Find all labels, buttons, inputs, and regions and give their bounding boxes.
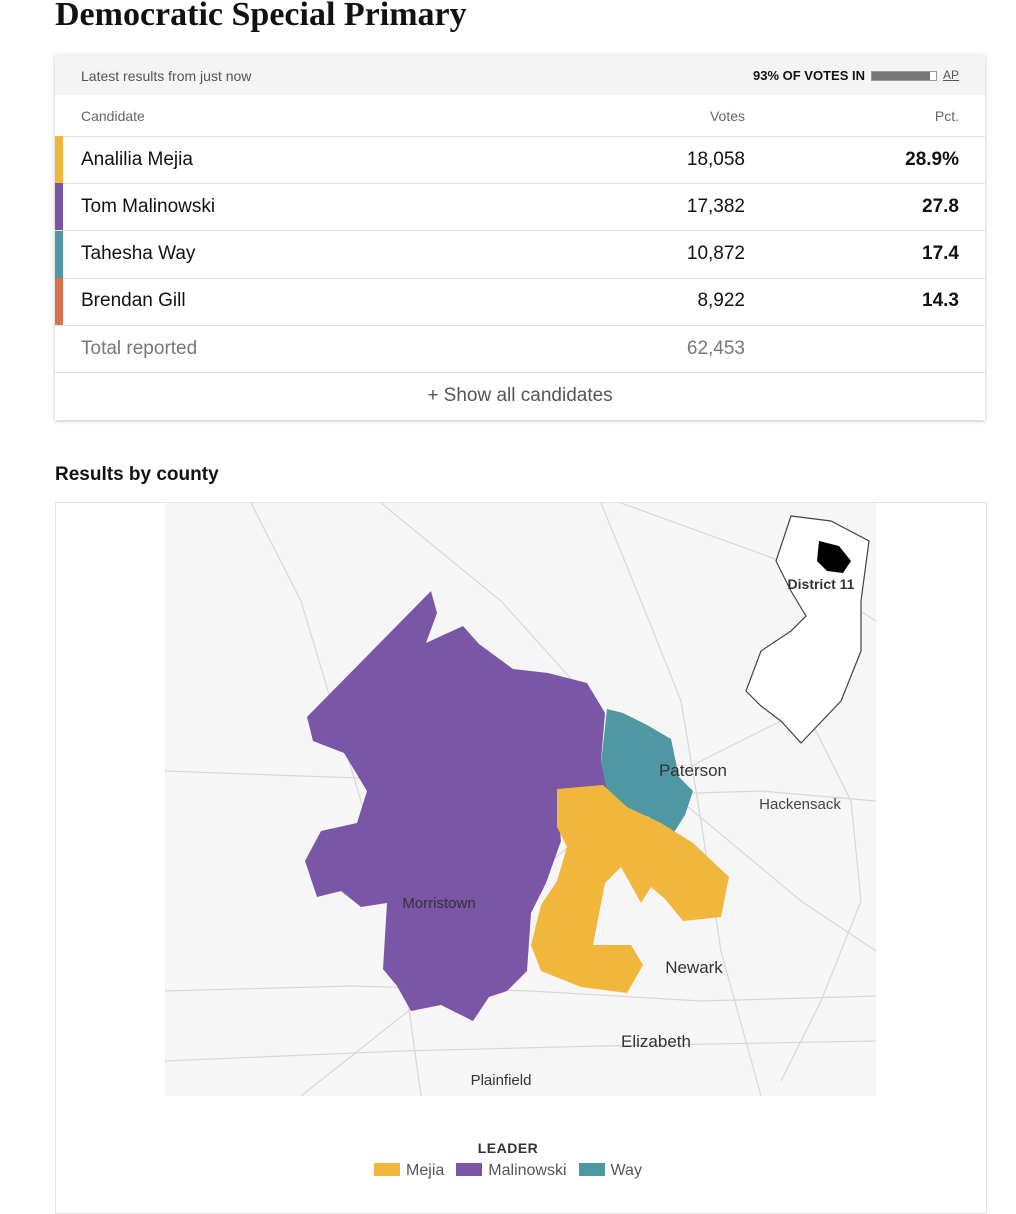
- candidate-row: Brendan Gill 8,922 14.3: [55, 277, 985, 326]
- place-label: Elizabeth: [621, 1032, 691, 1051]
- candidate-row: Analilia Mejia 18,058 28.9%: [55, 136, 985, 184]
- candidate-votes: 17,382: [686, 195, 745, 217]
- results-table: Latest results from just now 93% OF VOTE…: [55, 55, 985, 420]
- column-header: Pct.: [934, 107, 959, 124]
- legend: LEADER Mejia Malinowski Way: [0, 1140, 1016, 1180]
- candidate-swatch: [55, 183, 63, 231]
- county-malinowski: [305, 591, 611, 1021]
- candidate-pct: 28.9%: [905, 148, 959, 170]
- inset-state: [745, 515, 870, 744]
- candidate-pct: 27.8: [922, 195, 959, 217]
- legend-swatch: [456, 1163, 483, 1176]
- legend-swatch: [374, 1163, 401, 1176]
- candidate-votes: 18,058: [686, 148, 745, 170]
- legend-swatch: [578, 1163, 605, 1176]
- county-way: [601, 709, 693, 834]
- total-row: Total reported 62,453: [55, 325, 985, 373]
- header-row: Candidate Votes Pct.: [55, 95, 985, 137]
- place-label: Hackensack: [759, 796, 841, 813]
- legend-item: Mejia: [374, 1162, 444, 1180]
- inset-district: [817, 541, 851, 573]
- candidate-swatch: [55, 230, 63, 278]
- candidate-votes: 10,872: [686, 243, 745, 264]
- candidate-votes: 8,922: [697, 290, 745, 312]
- reporting-text: 93% OF VOTES IN: [753, 68, 865, 83]
- candidate-name: Tom Malinowski: [81, 195, 216, 217]
- section-heading: Results by county: [55, 464, 219, 485]
- candidate-row: Tahesha Way 10,872 17.4: [55, 230, 985, 279]
- legend-label: Mejia: [406, 1162, 445, 1179]
- total-votes: 62,453: [686, 337, 745, 359]
- column-header: Votes: [709, 107, 745, 124]
- legend-item: Malinowski: [456, 1162, 567, 1180]
- map-box: District 11 Paterson Hackensack Morristo…: [55, 502, 987, 1214]
- updated-text: Latest results from just now: [81, 68, 252, 84]
- place-label: Paterson: [659, 761, 727, 780]
- candidate-swatch: [55, 136, 63, 183]
- page-title: Democratic Special Primary: [55, 0, 467, 33]
- candidate-name: Analilia Mejia: [81, 148, 193, 170]
- legend-title: LEADER: [477, 1140, 539, 1156]
- place-label: Newark: [665, 958, 723, 977]
- legend-label: Malinowski: [488, 1162, 567, 1179]
- place-label: Morristown: [402, 895, 475, 912]
- candidate-swatch: [55, 277, 63, 325]
- reporting-bar: [871, 71, 937, 81]
- county-mejia: [531, 785, 729, 993]
- candidate-pct: 17.4: [922, 243, 959, 264]
- status-bar: Latest results from just now 93% OF VOTE…: [55, 55, 985, 95]
- show-all-button[interactable]: + Show all candidates: [427, 385, 613, 406]
- legend-item: Way: [578, 1162, 642, 1180]
- candidate-name: Brendan Gill: [81, 290, 186, 312]
- map: District 11 Paterson Hackensack Morristo…: [164, 502, 877, 1097]
- column-header: Candidate: [81, 107, 145, 124]
- total-label: Total reported: [81, 337, 198, 359]
- inset-label: District 11: [788, 576, 855, 592]
- legend-label: Way: [610, 1162, 642, 1179]
- place-label: Plainfield: [471, 1072, 532, 1089]
- candidate-pct: 14.3: [922, 290, 959, 312]
- source-link[interactable]: AP: [942, 68, 959, 82]
- candidate-name: Tahesha Way: [81, 243, 196, 264]
- candidate-row: Tom Malinowski 17,382 27.8: [55, 183, 985, 232]
